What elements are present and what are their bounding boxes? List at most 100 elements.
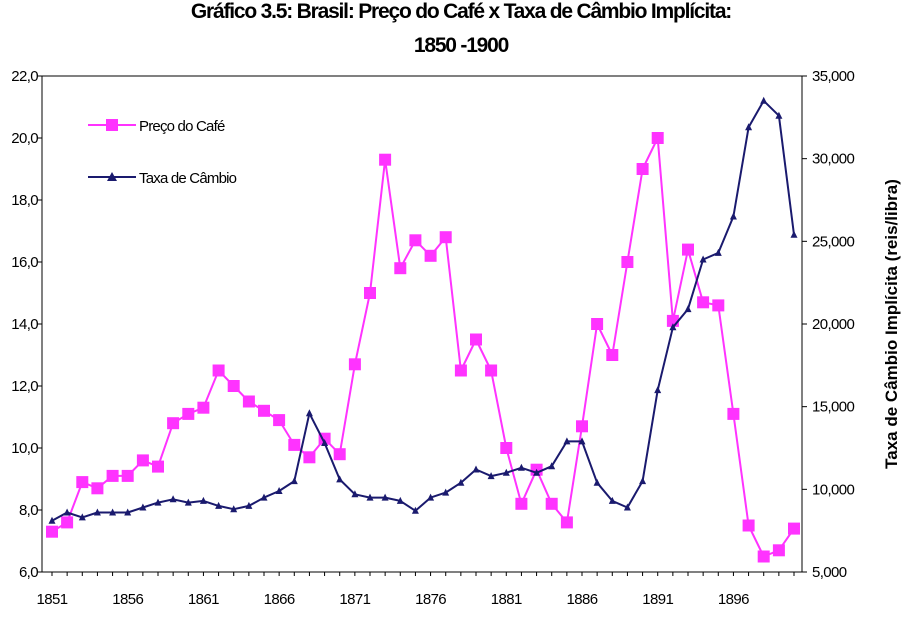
data-point-preco-do-cafe xyxy=(167,417,180,430)
data-point-preco-do-cafe xyxy=(91,482,104,495)
data-point-preco-do-cafe xyxy=(515,497,528,510)
right-tick-label: 15,000 xyxy=(812,399,855,416)
left-tick-label: 8,0 xyxy=(19,502,38,519)
plot-area-frame xyxy=(41,75,803,573)
x-tick-label: 1876 xyxy=(415,591,446,608)
data-point-taxa-de-cambio xyxy=(729,212,737,220)
left-tick-label: 20,0 xyxy=(11,130,38,147)
right-tick-label: 35,000 xyxy=(812,68,855,85)
data-point-taxa-de-cambio xyxy=(290,477,298,485)
x-axis: 1851 1856 1861 1866 1871 1876 1881 1886 1891 1896 xyxy=(37,572,795,608)
data-point-preco-do-cafe xyxy=(258,404,270,417)
data-point-taxa-de-cambio xyxy=(654,386,662,394)
data-point-preco-do-cafe xyxy=(545,497,558,510)
data-point-taxa-de-cambio xyxy=(699,255,707,263)
data-point-preco-do-cafe xyxy=(424,249,437,262)
data-point-preco-do-cafe xyxy=(560,516,573,529)
data-point-preco-do-cafe xyxy=(651,132,664,144)
data-point-taxa-de-cambio xyxy=(639,477,647,485)
data-point-taxa-de-cambio xyxy=(305,409,313,417)
right-axis-label: Taxa de Câmbio Implícita (reis/libra) xyxy=(882,179,901,469)
right-axis: 5,000 10,000 15,000 20,000 25,000 30,000 35,00… xyxy=(802,68,855,581)
data-point-preco-do-cafe xyxy=(500,442,513,454)
data-point-preco-do-cafe xyxy=(61,516,74,529)
data-point-taxa-de-cambio xyxy=(230,505,238,513)
x-tick-label: 1866 xyxy=(264,591,295,608)
data-point-preco-do-cafe xyxy=(621,256,634,268)
data-point-preco-do-cafe xyxy=(470,333,482,346)
data-point-taxa-de-cambio xyxy=(608,496,616,504)
data-point-taxa-de-cambio xyxy=(109,508,117,516)
data-point-taxa-de-cambio xyxy=(396,496,404,504)
data-point-taxa-de-cambio xyxy=(154,498,162,506)
x-tick-label: 1871 xyxy=(339,591,370,608)
data-point-preco-do-cafe xyxy=(227,380,240,392)
data-point-preco-do-cafe xyxy=(742,519,755,532)
data-point-preco-do-cafe xyxy=(454,364,467,377)
x-tick-label: 1896 xyxy=(718,591,749,608)
data-point-preco-do-cafe xyxy=(303,451,316,464)
data-point-taxa-de-cambio xyxy=(442,488,450,496)
left-tick-label: 6,0 xyxy=(19,564,38,581)
legend-label-cambio: Taxa de Câmbio xyxy=(139,170,237,187)
data-point-taxa-de-cambio xyxy=(139,503,147,511)
x-tick-label: 1886 xyxy=(567,591,598,608)
data-point-preco-do-cafe xyxy=(439,231,452,244)
data-point-preco-do-cafe xyxy=(772,544,785,557)
data-point-taxa-de-cambio xyxy=(563,437,571,445)
data-point-taxa-de-cambio xyxy=(487,472,495,480)
chart-subtitle: 1850 -1900 xyxy=(413,34,509,57)
legend-marker-preco xyxy=(106,119,118,131)
data-point-preco-do-cafe xyxy=(712,299,725,312)
data-point-taxa-de-cambio xyxy=(245,501,253,509)
data-point-preco-do-cafe xyxy=(409,234,422,247)
chart-title: Gráfico 3.5: Brasil: Preço do Café x Tax… xyxy=(190,0,732,23)
x-tick-label: 1891 xyxy=(642,591,673,608)
data-point-taxa-de-cambio xyxy=(517,463,525,471)
data-point-taxa-de-cambio xyxy=(93,508,101,516)
data-point-taxa-de-cambio xyxy=(336,475,344,483)
data-point-taxa-de-cambio xyxy=(78,513,86,521)
data-point-taxa-de-cambio xyxy=(321,439,329,446)
data-point-taxa-de-cambio xyxy=(381,493,389,501)
data-point-preco-do-cafe xyxy=(121,469,134,482)
data-point-taxa-de-cambio xyxy=(775,111,783,119)
data-point-preco-do-cafe xyxy=(182,407,195,420)
series-line-taxa-de-cambio xyxy=(51,99,795,522)
x-tick-label: 1851 xyxy=(37,591,68,608)
legend-label-preco: Preço do Café xyxy=(139,118,225,135)
data-point-preco-do-cafe xyxy=(682,243,694,256)
data-point-preco-do-cafe xyxy=(76,476,89,489)
data-point-preco-do-cafe xyxy=(591,318,604,330)
legend: Preço do Café Taxa de Câmbio xyxy=(88,118,237,187)
data-point-preco-do-cafe xyxy=(727,407,740,420)
data-point-preco-do-cafe xyxy=(697,296,710,309)
left-tick-label: 14,0 xyxy=(11,316,38,333)
data-point-taxa-de-cambio xyxy=(275,487,283,494)
data-point-preco-do-cafe xyxy=(288,438,301,451)
data-point-preco-do-cafe xyxy=(136,454,149,467)
data-point-taxa-de-cambio xyxy=(593,478,601,486)
data-point-taxa-de-cambio xyxy=(124,508,132,516)
data-point-taxa-de-cambio xyxy=(472,465,480,473)
x-tick-label: 1861 xyxy=(188,591,219,608)
data-point-taxa-de-cambio xyxy=(548,462,556,470)
data-point-preco-do-cafe xyxy=(273,414,286,427)
data-point-taxa-de-cambio xyxy=(199,496,207,504)
data-point-taxa-de-cambio xyxy=(48,516,56,524)
data-point-taxa-de-cambio xyxy=(533,468,541,476)
series-layer xyxy=(46,96,800,563)
right-tick-label: 10,000 xyxy=(812,481,855,498)
data-point-preco-do-cafe xyxy=(606,349,619,361)
data-point-taxa-de-cambio xyxy=(184,498,192,506)
data-point-preco-do-cafe xyxy=(152,460,164,473)
data-point-taxa-de-cambio xyxy=(411,506,419,514)
left-axis: 6,0 8,0 10,0 12,0 14,0 16,0 18,0 20,0 22,0 xyxy=(11,68,42,581)
right-tick-label: 25,000 xyxy=(812,233,855,250)
data-point-preco-do-cafe xyxy=(364,287,376,299)
data-point-preco-do-cafe xyxy=(348,358,361,371)
left-tick-label: 16,0 xyxy=(11,254,38,271)
x-tick-label: 1881 xyxy=(491,591,522,608)
data-point-preco-do-cafe xyxy=(394,262,407,275)
